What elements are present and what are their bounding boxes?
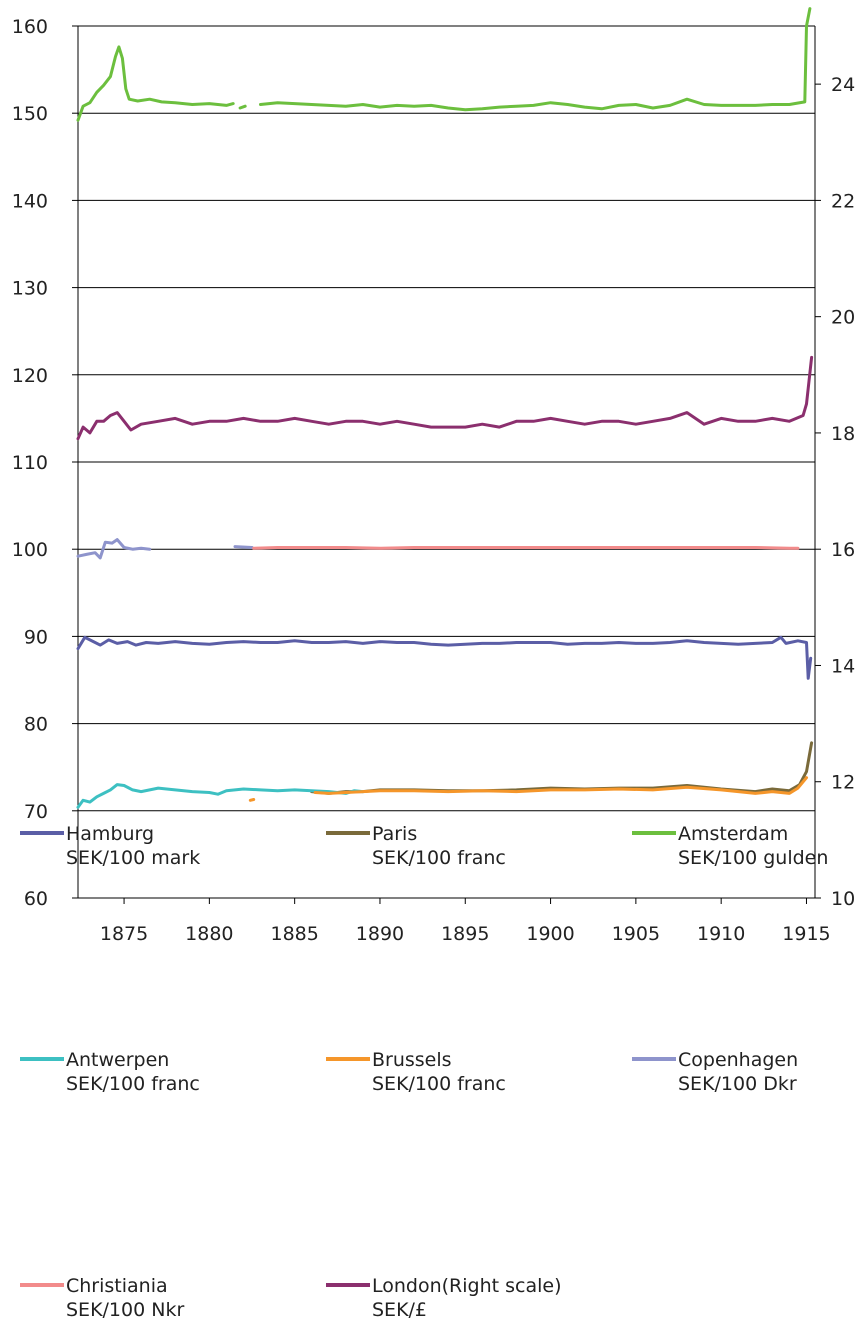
series-line-amsterdam <box>76 7 812 122</box>
left-tick-label: 70 <box>24 801 48 823</box>
left-tick-label: 160 <box>12 16 48 38</box>
left-tick-label: 150 <box>12 103 48 125</box>
series-line-copenhagen <box>76 538 254 560</box>
x-tick-label: 1890 <box>356 923 404 945</box>
gridlines <box>78 25 815 812</box>
left-tick-label: 140 <box>12 190 48 212</box>
left-tick-label: 120 <box>12 365 48 387</box>
right-tick-label: 14 <box>831 655 855 677</box>
x-tick-label: 1885 <box>270 923 318 945</box>
series-line-antwerpen <box>76 783 365 809</box>
right-tick-label: 16 <box>831 539 855 561</box>
x-axis-ticks: 1875 1880 1885 1890 1895 1900 1905 1910 1915 <box>100 898 831 945</box>
x-tick-label: 1905 <box>612 923 660 945</box>
x-tick-label: 1900 <box>526 923 574 945</box>
right-tick-label: 20 <box>831 307 855 329</box>
right-tick-label: 12 <box>831 772 855 794</box>
right-axis-ticks: 10 12 14 16 18 20 22 24 <box>815 74 855 910</box>
left-tick-label: 100 <box>12 539 48 561</box>
left-axis-ticks: 60 70 80 90 100 110 120 130 140 150 160 <box>12 16 78 910</box>
left-tick-label: 60 <box>24 888 48 910</box>
series-line-hamburg <box>76 635 813 680</box>
right-tick-label: 24 <box>831 74 855 96</box>
right-tick-label: 22 <box>831 190 855 212</box>
series-line-christiania <box>252 546 800 550</box>
series-line-paris <box>310 741 814 795</box>
right-tick-label: 10 <box>831 888 855 910</box>
left-tick-label: 80 <box>24 714 48 736</box>
x-tick-label: 1915 <box>782 923 830 945</box>
x-tick-label: 1875 <box>100 923 148 945</box>
x-tick-label: 1880 <box>185 923 233 945</box>
right-tick-label: 18 <box>831 423 855 445</box>
series-lines <box>76 7 814 809</box>
left-tick-label: 110 <box>12 452 48 474</box>
series-line-brussels <box>248 776 808 802</box>
x-tick-label: 1910 <box>697 923 745 945</box>
x-tick-label: 1895 <box>441 923 489 945</box>
series-line-london-right-scale <box>76 355 814 441</box>
left-tick-label: 130 <box>12 278 48 300</box>
left-tick-label: 90 <box>24 626 48 648</box>
